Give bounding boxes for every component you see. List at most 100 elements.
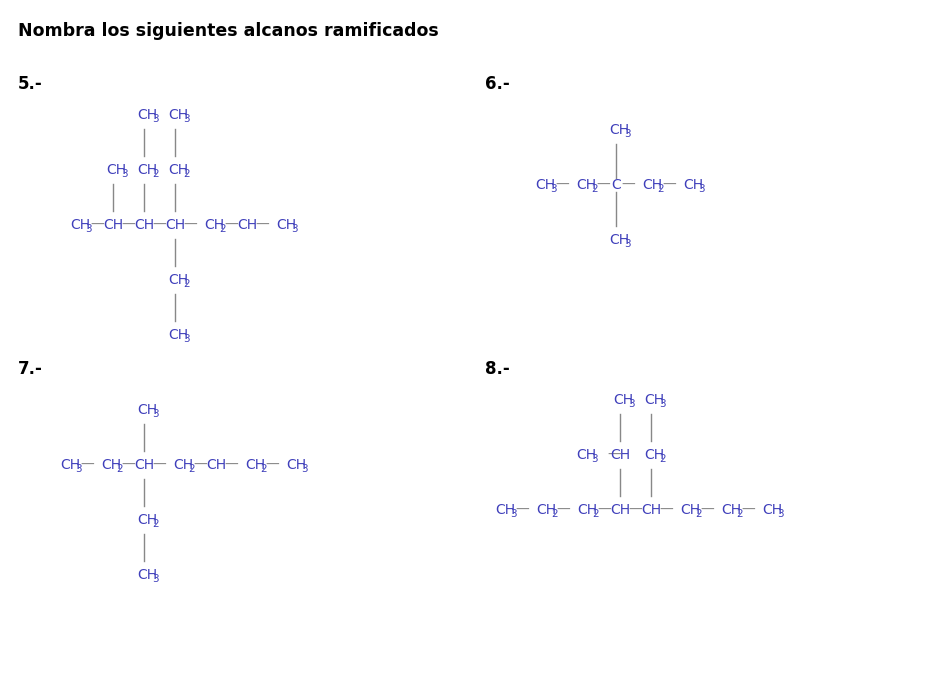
Text: 2: 2 xyxy=(116,464,123,474)
Text: 2: 2 xyxy=(152,519,159,529)
Text: CH: CH xyxy=(134,458,154,472)
Text: CH: CH xyxy=(168,163,188,177)
Text: CH: CH xyxy=(137,513,157,527)
Text: 3: 3 xyxy=(628,399,634,409)
Text: CH: CH xyxy=(683,178,703,192)
Text: 2: 2 xyxy=(695,509,701,519)
Text: CH: CH xyxy=(245,458,265,472)
Text: —: — xyxy=(256,218,270,232)
Text: CH: CH xyxy=(204,218,224,232)
Text: —: — xyxy=(225,458,238,472)
Text: —: — xyxy=(598,503,611,517)
Text: CH: CH xyxy=(536,503,556,517)
Text: —: — xyxy=(183,218,197,232)
Text: CH: CH xyxy=(134,218,154,232)
Text: 3: 3 xyxy=(591,454,598,464)
Text: —: — xyxy=(153,458,166,472)
Text: 2: 2 xyxy=(592,509,599,519)
Text: —: — xyxy=(621,178,635,192)
Text: 3: 3 xyxy=(659,399,666,409)
Text: CH: CH xyxy=(610,503,630,517)
Text: CH: CH xyxy=(762,503,782,517)
Text: 6.-: 6.- xyxy=(485,75,510,93)
Text: 3: 3 xyxy=(624,239,631,249)
Text: CH: CH xyxy=(106,163,126,177)
Text: —: — xyxy=(555,178,569,192)
Text: 3: 3 xyxy=(550,184,557,194)
Text: CH: CH xyxy=(70,218,90,232)
Text: 3: 3 xyxy=(152,409,159,419)
Text: CH: CH xyxy=(165,218,185,232)
Text: CH: CH xyxy=(721,503,741,517)
Text: 2: 2 xyxy=(591,184,598,194)
Text: 2: 2 xyxy=(219,224,226,234)
Text: CH: CH xyxy=(577,503,597,517)
Text: 3: 3 xyxy=(777,509,784,519)
Text: CH: CH xyxy=(609,233,629,247)
Text: 7.-: 7.- xyxy=(18,360,43,378)
Text: CH: CH xyxy=(173,458,193,472)
Text: —: — xyxy=(659,503,673,517)
Text: 3: 3 xyxy=(183,114,190,124)
Text: 3: 3 xyxy=(85,224,92,234)
Text: 3: 3 xyxy=(510,509,517,519)
Text: CH: CH xyxy=(644,448,664,462)
Text: 2: 2 xyxy=(183,279,190,289)
Text: 2: 2 xyxy=(260,464,267,474)
Text: —: — xyxy=(122,218,136,232)
Text: 2: 2 xyxy=(188,464,194,474)
Text: CH: CH xyxy=(576,178,596,192)
Text: —: — xyxy=(225,218,238,232)
Text: CH: CH xyxy=(535,178,555,192)
Text: 3: 3 xyxy=(291,224,298,234)
Text: Nombra los siguientes alcanos ramificados: Nombra los siguientes alcanos ramificado… xyxy=(18,22,439,40)
Text: —: — xyxy=(266,458,279,472)
Text: 3: 3 xyxy=(75,464,82,474)
Text: 5.-: 5.- xyxy=(18,75,43,93)
Text: CH: CH xyxy=(206,458,226,472)
Text: —: — xyxy=(193,458,207,472)
Text: CH: CH xyxy=(495,503,515,517)
Text: —: — xyxy=(607,448,621,462)
Text: CH: CH xyxy=(609,123,629,137)
Text: CH: CH xyxy=(237,218,257,232)
Text: CH: CH xyxy=(168,328,188,342)
Text: CH: CH xyxy=(680,503,700,517)
Text: CH: CH xyxy=(137,163,157,177)
Text: 3: 3 xyxy=(152,114,159,124)
Text: —: — xyxy=(81,458,94,472)
Text: —: — xyxy=(629,503,643,517)
Text: 3: 3 xyxy=(698,184,705,194)
Text: 3: 3 xyxy=(121,169,127,179)
Text: —: — xyxy=(597,178,610,192)
Text: —: — xyxy=(662,178,676,192)
Text: —: — xyxy=(153,218,166,232)
Text: —: — xyxy=(700,503,714,517)
Text: CH: CH xyxy=(613,393,633,407)
Text: —: — xyxy=(557,503,570,517)
Text: 2: 2 xyxy=(152,169,159,179)
Text: —: — xyxy=(515,503,529,517)
Text: 3: 3 xyxy=(301,464,308,474)
Text: CH: CH xyxy=(610,448,630,462)
Text: CH: CH xyxy=(137,403,157,417)
Text: 8.-: 8.- xyxy=(485,360,510,378)
Text: 2: 2 xyxy=(736,509,743,519)
Text: CH: CH xyxy=(60,458,80,472)
Text: —: — xyxy=(90,218,104,232)
Text: CH: CH xyxy=(103,218,123,232)
Text: 2: 2 xyxy=(657,184,664,194)
Text: 3: 3 xyxy=(624,129,631,139)
Text: C: C xyxy=(611,178,621,192)
Text: CH: CH xyxy=(168,273,188,287)
Text: CH: CH xyxy=(576,448,596,462)
Text: CH: CH xyxy=(168,108,188,122)
Text: CH: CH xyxy=(644,393,664,407)
Text: 3: 3 xyxy=(152,574,159,584)
Text: CH: CH xyxy=(276,218,296,232)
Text: CH: CH xyxy=(642,178,662,192)
Text: 2: 2 xyxy=(551,509,558,519)
Text: 2: 2 xyxy=(659,454,666,464)
Text: CH: CH xyxy=(137,568,157,582)
Text: 3: 3 xyxy=(183,334,190,344)
